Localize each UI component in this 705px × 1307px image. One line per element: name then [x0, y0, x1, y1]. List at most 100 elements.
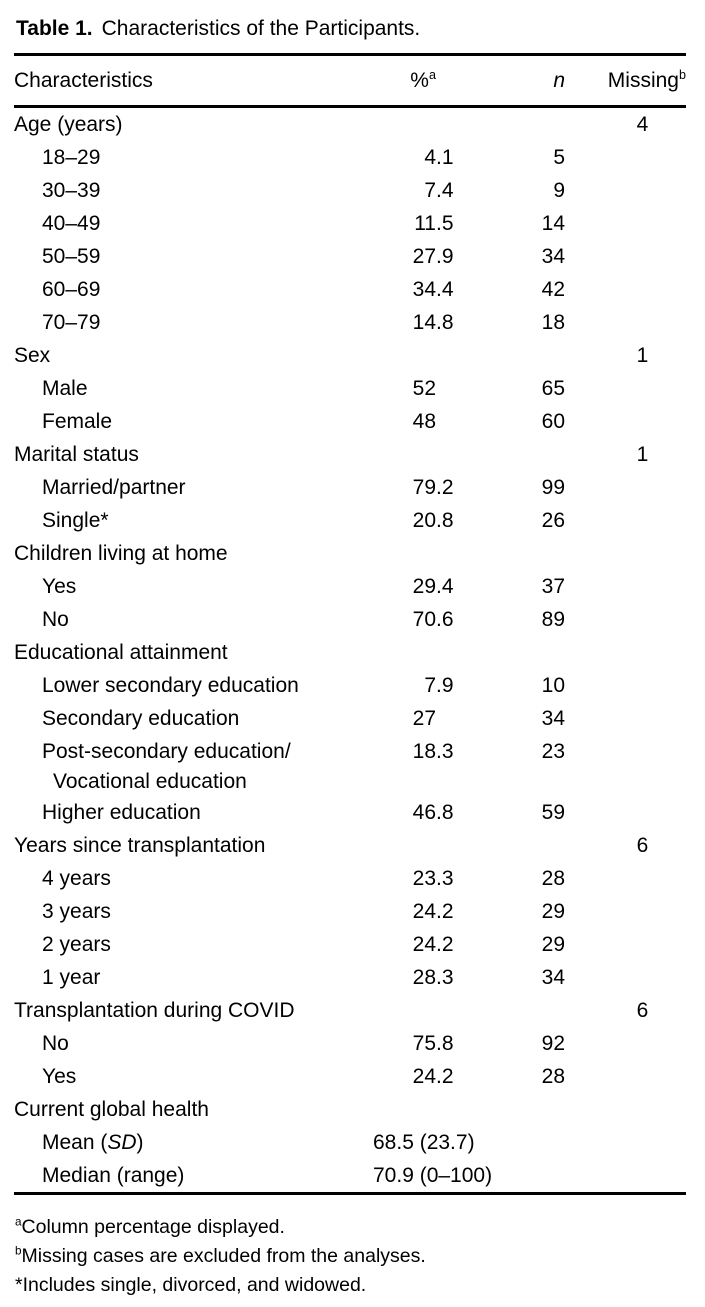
pct-dec: .3 [436, 965, 454, 989]
pct-dec: .3 [436, 866, 454, 890]
pct-dec: .4 [436, 574, 454, 598]
table-row: 70–79 14.8 18 [14, 306, 686, 339]
pct-int: 79 [412, 475, 436, 499]
table-row: 40–49 11.5 14 [14, 207, 686, 240]
footnote: *Includes single, divorced, and widowed. [15, 1274, 367, 1296]
pct-int: 27 [412, 706, 436, 730]
n-value: 9 [553, 178, 565, 202]
footnote: bMissing cases are excluded from the ana… [15, 1244, 426, 1267]
pct-value: 11.5 [337, 212, 457, 236]
pct-value: 46.8 [337, 801, 457, 825]
pct-int: 75 [412, 1031, 436, 1055]
pct-value: 24.2 [337, 933, 457, 957]
table-row: Years since transplantation 6 [14, 829, 686, 862]
row-label: Transplantation during COVID [14, 998, 295, 1022]
row-label: Children living at home [14, 541, 228, 565]
table-row: 18–29 4.1 5 [14, 141, 686, 174]
table-row: Lower secondary education 7.9 10 [14, 669, 686, 702]
table-row: No 70.6 89 [14, 603, 686, 636]
row-label: 2 years [42, 932, 111, 956]
pct-int: 24 [412, 899, 436, 923]
row-label: 1 year [42, 965, 101, 989]
row-label: Single* [42, 508, 109, 532]
pct-value: 34.4 [337, 278, 457, 302]
row-label: Post-secondary education/ [42, 739, 291, 763]
pct-value: 27 [337, 707, 457, 731]
n-value: 42 [541, 277, 565, 301]
n-value: 29 [541, 899, 565, 923]
footnote: aColumn percentage displayed. [15, 1215, 285, 1238]
pct-dec: .6 [436, 607, 454, 631]
row-label: Mean (SD) [42, 1130, 144, 1154]
n-value: 89 [541, 607, 565, 631]
column-header-percent-pad [436, 69, 457, 93]
pct-int: 7 [424, 673, 436, 697]
row-span-value: 70.9 (0–100) [373, 1163, 493, 1187]
row-label: 70–79 [42, 310, 101, 334]
column-header-characteristics: Characteristics [14, 68, 153, 92]
pct-value: 52 [337, 377, 457, 401]
pct-value: 29.4 [337, 575, 457, 599]
pct-value: 7.4 [337, 179, 457, 203]
row-label: 3 years [42, 899, 111, 923]
row-label: No [42, 607, 69, 631]
n-value: 29 [541, 932, 565, 956]
row-label: Median (range) [42, 1163, 185, 1187]
row-label: Married/partner [42, 475, 186, 499]
row-label: 60–69 [42, 277, 101, 301]
table-body: Age (years) 4 18–29 4.1 5 30–39 7.4 9 40–49 11.5 1… [14, 108, 686, 1192]
table-row: 3 years 24.2 29 [14, 895, 686, 928]
pct-int: 18 [412, 739, 436, 763]
table-row: Female 48 60 [14, 405, 686, 438]
pct-value: 7.9 [337, 674, 457, 698]
pct-dec: .9 [436, 673, 454, 697]
table-row: Current global health [14, 1093, 686, 1126]
table-row: 4 years 23.3 28 [14, 862, 686, 895]
n-value: 28 [541, 866, 565, 890]
pct-int: 23 [412, 866, 436, 890]
pct-dec: .9 [436, 244, 454, 268]
pct-value: 14.8 [337, 311, 457, 335]
table-row: Single* 20.8 26 [14, 504, 686, 537]
pct-value: 70.6 [337, 608, 457, 632]
table-row: Post-secondary education/18.3 23 [14, 735, 686, 768]
column-header-missing: Missingb [607, 67, 686, 92]
pct-value: 4.1 [337, 146, 457, 170]
n-value: 34 [541, 965, 565, 989]
row-label: Yes [42, 1064, 77, 1088]
pct-dec: .8 [436, 508, 454, 532]
column-header-n: n [553, 68, 565, 92]
pct-value: 27.9 [337, 245, 457, 269]
pct-dec: .2 [436, 899, 454, 923]
table-title-label: Table 1. [16, 17, 93, 40]
pct-dec: .3 [436, 739, 454, 763]
n-value: 18 [541, 310, 565, 334]
pct-int: 14 [412, 310, 436, 334]
pct-value: 24.2 [337, 900, 457, 924]
table-row: 30–39 7.4 9 [14, 174, 686, 207]
table-row: Secondary education 27 34 [14, 702, 686, 735]
n-value: 65 [541, 376, 565, 400]
row-label: Secondary education [42, 706, 240, 730]
rule-header-bottom [14, 105, 686, 108]
pct-int: 28 [412, 965, 436, 989]
footnotes: aColumn percentage displayed. bMissing ca… [14, 1195, 686, 1300]
pct-dec: .2 [436, 932, 454, 956]
missing-value: 6 [636, 833, 649, 857]
pct-dec [436, 410, 457, 434]
table-row: Sex 1 [14, 339, 686, 372]
pct-int: 48 [412, 409, 436, 433]
n-value: 92 [541, 1031, 565, 1055]
table-row: Age (years) 4 [14, 108, 686, 141]
missing-value: 1 [636, 442, 649, 466]
row-label: Marital status [14, 442, 139, 466]
n-value: 99 [541, 475, 565, 499]
table-row: No 75.8 92 [14, 1027, 686, 1060]
n-value: 28 [541, 1064, 565, 1088]
table-title: Table 1. Characteristics of the Participa… [16, 14, 686, 44]
pct-dec: .4 [436, 178, 454, 202]
table-row: 50–59 27.9 34 [14, 240, 686, 273]
row-label: Higher education [42, 800, 201, 824]
n-value: 37 [541, 574, 565, 598]
